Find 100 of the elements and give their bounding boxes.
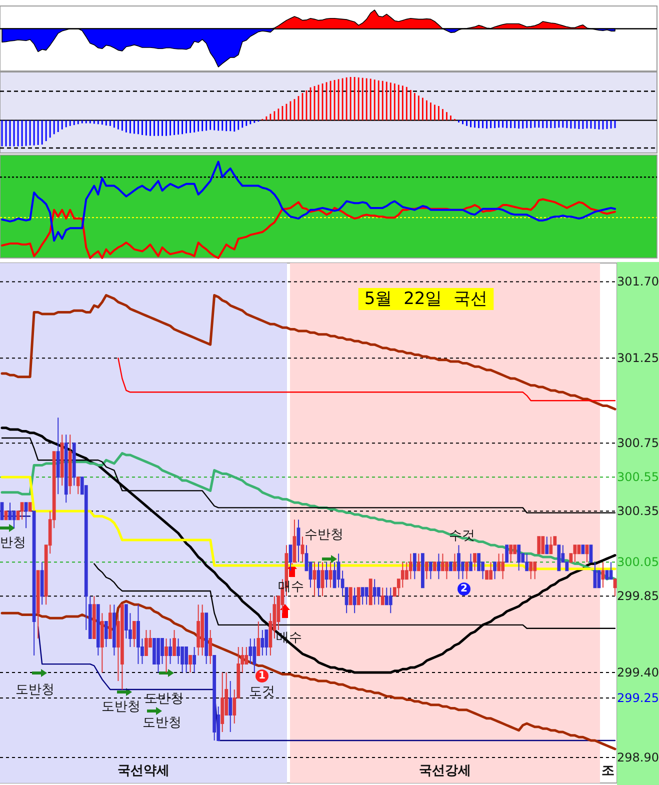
annotation: 조: [602, 764, 614, 778]
candlestick: [168, 638, 172, 665]
candlestick: [372, 578, 376, 606]
annotation: 1: [258, 670, 266, 682]
candlestick: [545, 536, 549, 554]
candlestick: [256, 621, 260, 656]
candlestick: [164, 638, 168, 674]
line-series: [0, 600, 616, 750]
y-tick-label: 299.85: [617, 589, 659, 604]
candlestick: [40, 562, 44, 606]
candlestick: [96, 604, 100, 656]
candlestick: [172, 630, 176, 656]
candlestick: [252, 638, 256, 674]
candlestick: [260, 630, 264, 656]
candlestick: [196, 604, 200, 656]
candlestick: [469, 553, 472, 572]
candlestick: [529, 562, 533, 580]
candlestick: [212, 655, 216, 742]
candlestick: [609, 562, 613, 580]
candlestick: [328, 562, 332, 588]
candlestick: [360, 587, 364, 606]
candlestick: [412, 553, 416, 580]
candlestick: [112, 604, 116, 656]
line-series: [118, 358, 616, 402]
candlestick: [316, 562, 320, 597]
annotation: 수반청: [304, 528, 344, 542]
candlestick: [424, 562, 428, 580]
y-tick-label: 301.70: [617, 274, 659, 289]
annotation: 2: [460, 584, 468, 594]
candlestick: [541, 536, 545, 554]
y-tick-label: 300.35: [617, 504, 659, 518]
candlestick: [585, 544, 589, 563]
candlestick: [433, 562, 436, 572]
candlestick: [156, 638, 160, 674]
candlestick: [24, 502, 28, 529]
candlestick: [188, 655, 192, 674]
candlestick: [200, 604, 204, 656]
candlestick: [320, 562, 324, 597]
candlestick: [104, 621, 108, 648]
candlestick: [228, 680, 232, 733]
candlestick: [32, 510, 36, 656]
annotation: 국선강세: [419, 764, 471, 778]
y-tick-label: 299.40: [617, 666, 659, 680]
annotation: 도것: [249, 684, 275, 700]
candlestick: [356, 587, 360, 606]
candlestick: [208, 630, 212, 665]
candlestick: [509, 544, 513, 563]
candlestick: [60, 434, 64, 486]
candlestick: [457, 544, 460, 580]
candlestick: [120, 604, 124, 690]
candlestick: [76, 476, 80, 495]
candlestick: [364, 587, 368, 606]
line-series: [0, 452, 616, 580]
candlestick: [136, 604, 140, 665]
candlestick: [533, 562, 537, 580]
candlestick: [68, 434, 72, 495]
candlestick: [517, 544, 521, 572]
candlestick: [416, 553, 420, 572]
candlestick: [264, 630, 268, 656]
candlestick: [380, 587, 384, 606]
candlestick: [437, 553, 440, 580]
candlestick: [20, 502, 24, 520]
candlestick: [489, 562, 492, 580]
candlestick: [429, 562, 432, 580]
annotation: 도반청: [102, 700, 140, 714]
candlestick: [449, 562, 452, 572]
annotation: 반청: [0, 536, 26, 550]
candlestick: [549, 536, 553, 554]
candlestick: [324, 562, 328, 588]
candlestick: [493, 562, 496, 580]
candlestick: [537, 536, 541, 554]
y-tick-label: 300.05: [617, 555, 659, 570]
candlestick: [72, 442, 76, 486]
candlestick: [184, 646, 188, 674]
candlestick: [388, 587, 392, 614]
candlestick: [613, 578, 617, 597]
candlestick: [92, 596, 96, 640]
candlestick: [525, 553, 529, 572]
candlestick: [204, 612, 208, 665]
candlestick: [601, 562, 605, 588]
candlestick: [312, 562, 316, 597]
annotation: 국선약세: [118, 764, 170, 778]
candlestick: [505, 544, 509, 563]
candlestick: [557, 544, 561, 572]
y-tick-label: 299.25: [617, 691, 659, 706]
candlestick: [348, 587, 352, 606]
candlestick: [36, 570, 40, 640]
candlestick: [573, 544, 577, 563]
candlestick: [144, 630, 148, 656]
y-tick-label: 301.25: [617, 351, 659, 366]
candlestick: [192, 646, 196, 674]
candlestick: [501, 553, 505, 580]
candlestick: [581, 544, 585, 554]
candlestick: [408, 553, 412, 580]
annotation: 도반청: [16, 682, 54, 698]
candlestick: [368, 578, 372, 606]
candlestick: [100, 612, 104, 674]
text: 5월 22일 국선: [364, 289, 488, 309]
candlestick: [108, 604, 112, 640]
candlestick: [132, 621, 136, 648]
